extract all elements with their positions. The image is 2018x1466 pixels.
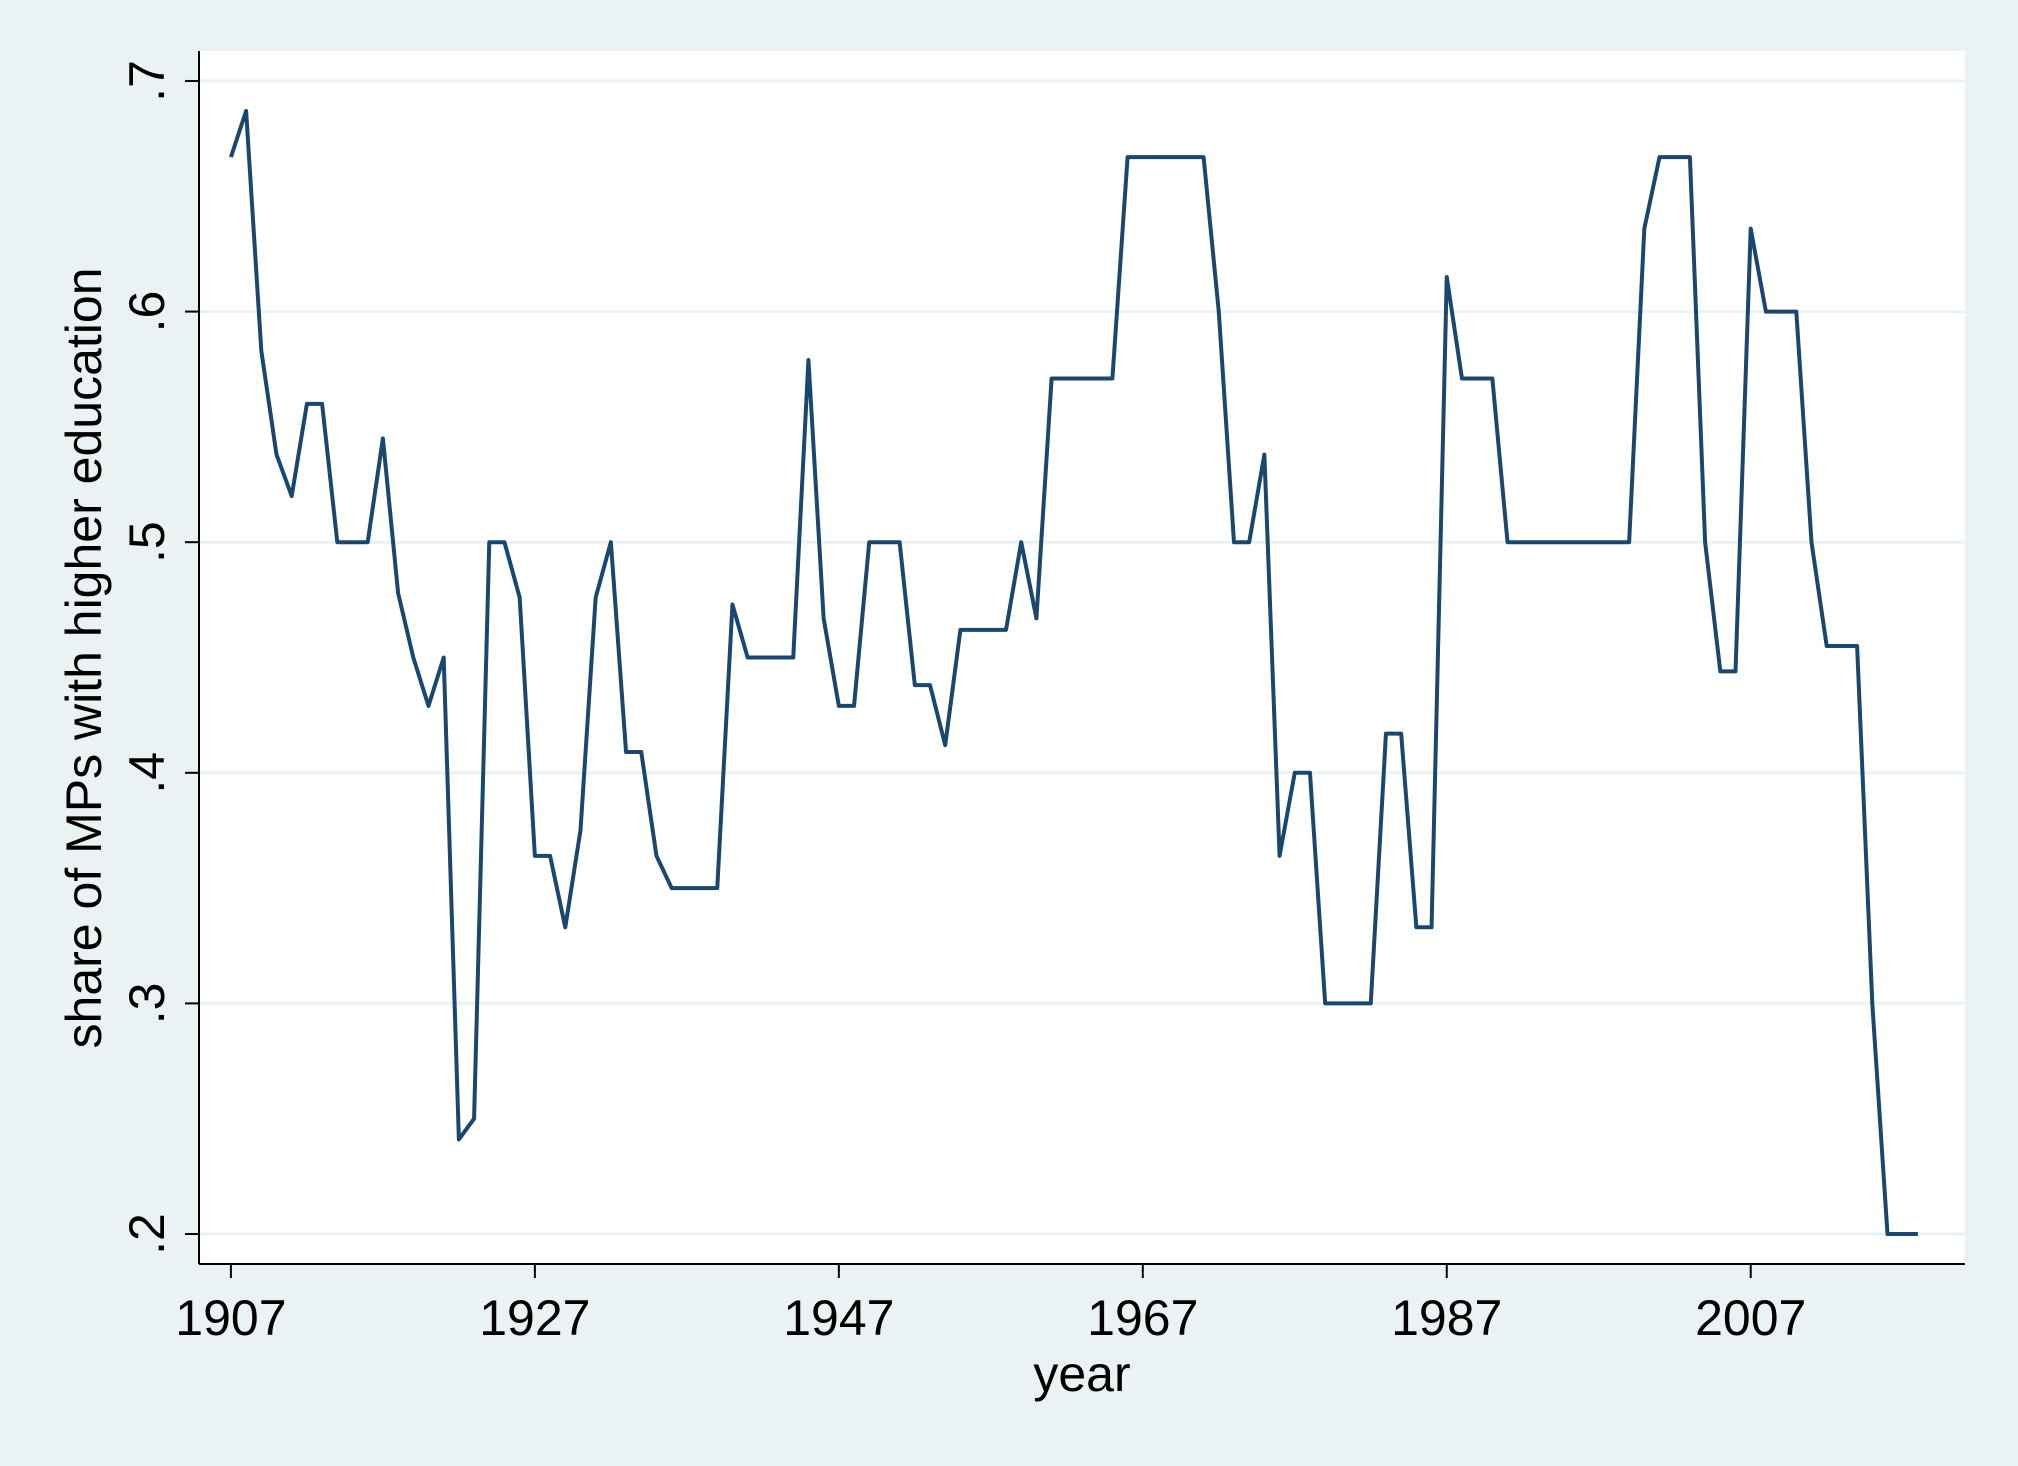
plot-area — [199, 51, 1965, 1264]
x-tick-label: 2007 — [1695, 1290, 1806, 1346]
y-tick-label: .3 — [119, 983, 175, 1025]
x-axis-label: year — [1033, 1346, 1130, 1402]
y-tick-label: .5 — [119, 521, 175, 563]
data-line — [229, 108, 1918, 1237]
x-tick-label: 1987 — [1391, 1290, 1502, 1346]
y-tick-label: .4 — [119, 752, 175, 794]
x-tick-label: 1927 — [479, 1290, 590, 1346]
y-tick-label: .6 — [119, 291, 175, 333]
y-tick-label: .2 — [119, 1213, 175, 1255]
x-tick-label: 1907 — [175, 1290, 286, 1346]
y-axis-label: share of MPs with higher education — [56, 268, 112, 1049]
y-tick-label: .7 — [119, 60, 175, 102]
x-tick-label: 1947 — [783, 1290, 894, 1346]
x-tick-label: 1967 — [1087, 1290, 1198, 1346]
